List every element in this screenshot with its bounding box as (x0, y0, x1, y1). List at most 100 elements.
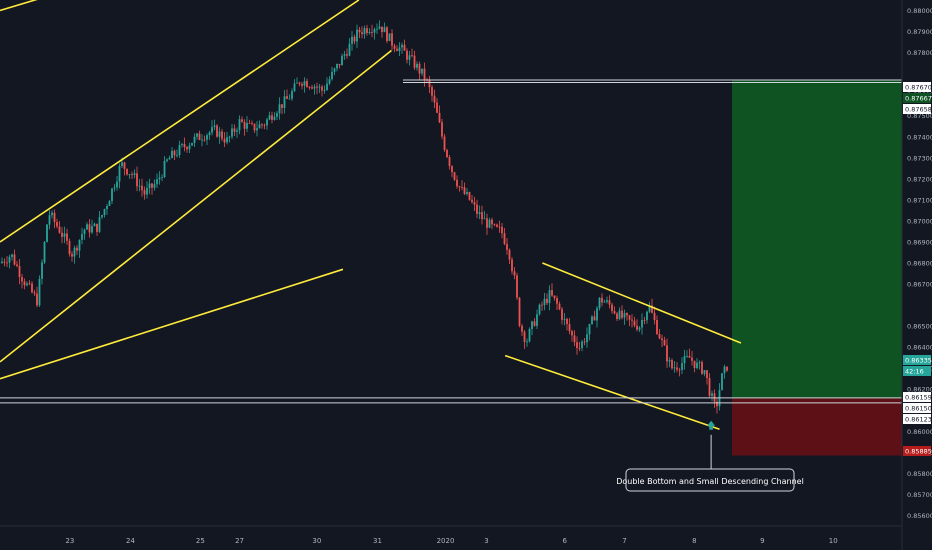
price-tag-text: 0.85885 (905, 448, 932, 456)
candle-body (446, 149, 448, 158)
candle-body (518, 297, 521, 326)
candle-body (103, 209, 106, 216)
price-tag-bg (903, 366, 931, 376)
candle (296, 77, 298, 84)
candle-body (61, 232, 63, 237)
candle-body (266, 119, 268, 126)
candle-body (391, 33, 393, 46)
candle-body (501, 226, 503, 234)
candle-body (156, 179, 158, 185)
rising-channel-top[interactable] (0, 0, 360, 243)
rising-channel-bottom[interactable] (0, 49, 392, 363)
candle (191, 142, 193, 147)
candle-body (561, 309, 563, 320)
candle (51, 210, 53, 219)
y-tick-label: 0.88000 (907, 7, 932, 15)
candle (88, 219, 91, 238)
candle (33, 289, 36, 297)
candle-body (543, 298, 546, 306)
candle-body (603, 301, 606, 303)
candle (333, 67, 336, 76)
candle (36, 286, 38, 308)
x-tick-label: 30 (312, 537, 321, 545)
candle (141, 178, 143, 197)
candle (23, 278, 26, 290)
descending-channel-bottom[interactable] (504, 354, 720, 430)
price-tag-bg (903, 414, 931, 424)
candle-body (246, 122, 248, 129)
stop-loss-zone[interactable] (732, 397, 902, 456)
candle (148, 178, 151, 195)
candle (198, 130, 201, 141)
candle (431, 84, 433, 102)
candle-body (158, 177, 161, 180)
candle-body (681, 363, 683, 370)
candle (391, 29, 393, 51)
candle-body (193, 136, 196, 143)
annotation-box[interactable] (625, 468, 795, 492)
price-tag-text: 0.86159 (905, 394, 932, 402)
candle-body (173, 150, 176, 156)
candle-body (258, 124, 261, 129)
x-tick-label: 23 (65, 537, 74, 545)
candle-body (138, 185, 141, 187)
candle (633, 316, 636, 328)
candle-body (651, 305, 653, 313)
candle-body (328, 79, 331, 84)
candle-body (591, 316, 593, 324)
candle-body (616, 313, 618, 319)
candle-body (318, 86, 321, 88)
candle-body (631, 319, 633, 321)
candle (506, 237, 508, 255)
x-tick-label: 9 (760, 537, 764, 545)
time-axis[interactable]: 23 24 25 27 30 31 2020 3 6 7 8 9 10 (65, 537, 837, 545)
candle (611, 302, 613, 314)
candle (458, 185, 461, 192)
candle-body (286, 96, 288, 99)
candle-body (611, 304, 613, 311)
upper-channel-top[interactable] (0, 0, 70, 12)
annotation-text: Double Bottom and Small Descending Chann… (616, 477, 804, 486)
candle (193, 133, 196, 147)
candle (366, 24, 368, 36)
candle (543, 292, 546, 311)
candle-body (111, 188, 113, 202)
price-tag: 0.86335 (903, 355, 932, 365)
candle-body (408, 55, 411, 60)
candle (308, 86, 311, 90)
candle-body (88, 224, 91, 233)
take-profit-zone[interactable] (732, 80, 902, 398)
candle-body (401, 44, 403, 48)
candle-body (18, 266, 21, 278)
candle-body (678, 369, 681, 371)
candle (373, 27, 376, 40)
candle-body (403, 44, 406, 51)
candle-body (708, 377, 711, 396)
candle-body (438, 112, 441, 123)
candle (461, 180, 463, 191)
candle (253, 123, 256, 133)
candle-body (431, 87, 433, 96)
candle (223, 132, 226, 147)
support-line[interactable] (0, 268, 344, 380)
candle (661, 334, 663, 347)
candle-body (171, 150, 173, 159)
y-tick-label: 0.87400 (907, 133, 932, 141)
descending-channel-top[interactable] (542, 262, 742, 344)
candle (481, 205, 483, 225)
candle (708, 373, 711, 398)
candle (56, 218, 58, 229)
price-tag-text: 0.87670 (905, 84, 932, 92)
candle (656, 315, 658, 336)
candle-body (338, 63, 341, 66)
candle-body (428, 80, 431, 88)
candle-body (126, 168, 128, 175)
candle (216, 124, 218, 138)
candle (413, 50, 416, 70)
candle-body (388, 33, 391, 41)
candle (573, 330, 576, 347)
candle (43, 241, 46, 265)
candle (161, 174, 163, 182)
candle (591, 315, 593, 325)
candle-body (213, 125, 216, 128)
